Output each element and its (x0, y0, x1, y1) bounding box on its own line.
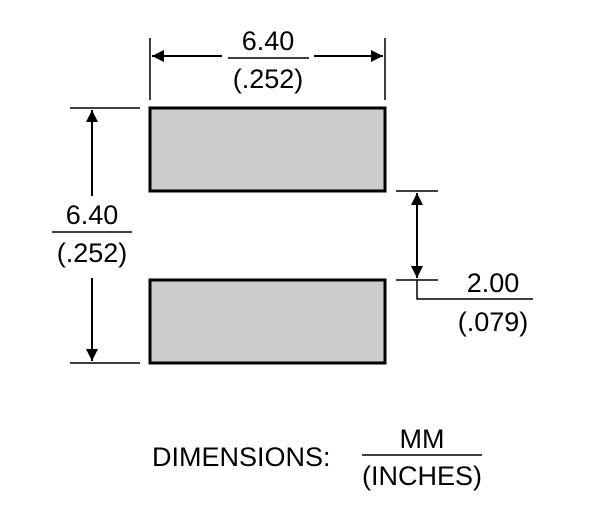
legend-label: DIMENSIONS: (152, 442, 331, 472)
top-width-dimension: 6.40 (.252) (149, 26, 386, 100)
top-pad (148, 106, 387, 193)
top-dimension-inches: (.252) (233, 64, 304, 94)
legend-unit-mm: MM (400, 424, 445, 454)
gap-dimension-mm: 2.00 (467, 268, 520, 298)
gap-leader (416, 280, 452, 300)
left-dimension-mm: 6.40 (66, 200, 119, 230)
bottom-pad (148, 278, 387, 365)
left-height-dimension: 6.40 (.252) (52, 107, 140, 364)
gap-dimension: 2.00 (.079) (396, 190, 533, 337)
top-dimension-mm: 6.40 (242, 26, 295, 56)
left-dimension-inches: (.252) (57, 238, 128, 268)
gap-dimension-inches: (.079) (458, 307, 529, 337)
dimensions-legend: DIMENSIONS: MM (INCHES) (152, 424, 482, 491)
legend-unit-inches: (INCHES) (362, 461, 482, 491)
